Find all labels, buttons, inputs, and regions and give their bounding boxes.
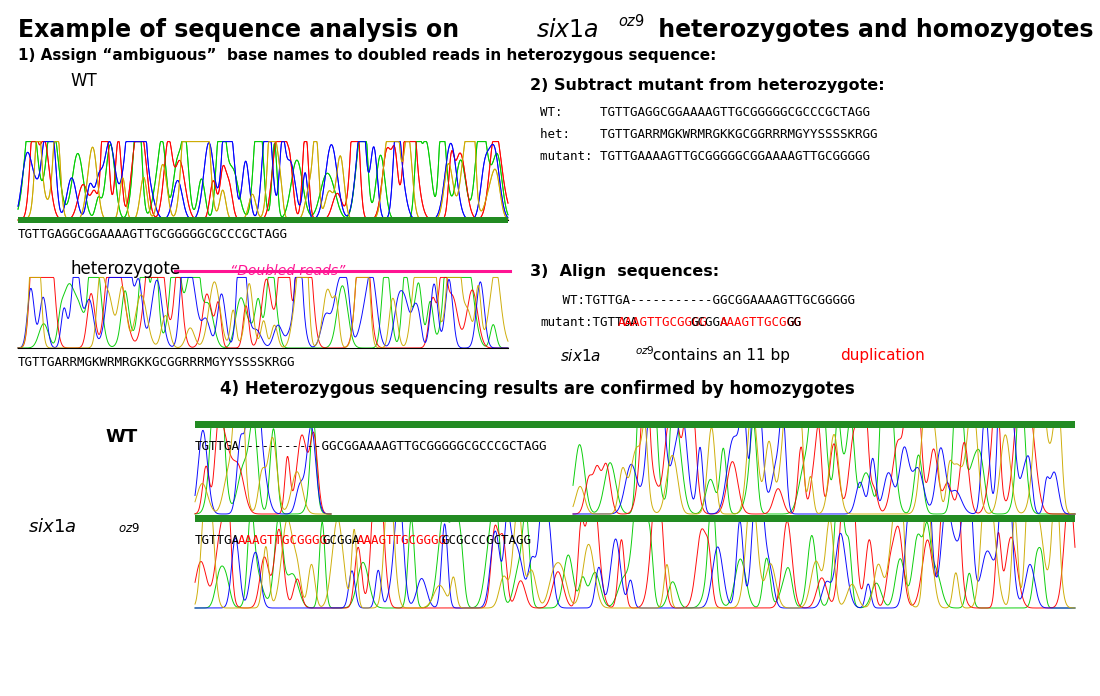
Text: AAAGTTGCGGGG: AAAGTTGCGGGG [358,534,447,547]
Text: WT: WT [104,428,138,446]
Text: 2) Subtract mutant from heterozygote:: 2) Subtract mutant from heterozygote: [530,78,884,93]
Text: $\mathit{six1a}$: $\mathit{six1a}$ [560,348,602,364]
Text: 3)  Align  sequences:: 3) Align sequences: [530,264,719,279]
Bar [195,421,1075,428]
Text: WT:TGTTGA-----------GGCGGAAAAGTTGCGGGGG: WT:TGTTGA-----------GGCGGAAAAGTTGCGGGGG [540,294,855,307]
Text: TGTTGARRMGKWRMRGKKGCGGRRRMGYYSSSSKRGG: TGTTGARRMGKWRMRGKKGCGGRRRMGYYSSSSKRGG [18,356,296,369]
Text: AAAGTTGCGGG: AAAGTTGCGGG [720,316,803,329]
Text: $\mathit{oz9}$: $\mathit{oz9}$ [618,13,645,29]
Text: TGTTGA: TGTTGA [195,534,240,547]
Text: WT: WT [70,72,97,90]
Text: mutant: TGTTGAAAAGTTGCGGGGGCGGAAAAGTTGCGGGGG: mutant: TGTTGAAAAGTTGCGGGGGCGGAAAAGTTGCG… [540,150,870,163]
Text: $\mathit{oz9}$: $\mathit{oz9}$ [635,344,654,356]
Text: GCGGA: GCGGA [690,316,727,329]
Text: GG: GG [786,316,801,329]
Text: heterozygote: heterozygote [70,260,180,278]
Text: AAAGTTGCGGGG: AAAGTTGCGGGG [618,316,708,329]
Text: $\mathbf{\mathit{oz9}}$: $\mathbf{\mathit{oz9}}$ [118,522,140,535]
Text: het:    TGTTGARRMGKWRMRGKKGCGGRRRMGYYSSSSKRGG: het: TGTTGARRMGKWRMRGKKGCGGRRRMGYYSSSSKR… [540,128,878,141]
Text: 4) Heterozygous sequencing results are confirmed by homozygotes: 4) Heterozygous sequencing results are c… [220,380,855,398]
Text: Example of sequence analysis on: Example of sequence analysis on [18,18,468,42]
Bar [18,217,508,223]
Text: contains an 11 bp: contains an 11 bp [648,348,795,363]
Text: mutant:TGTTGA: mutant:TGTTGA [540,316,638,329]
Text: duplication: duplication [840,348,925,363]
Text: TGTTGAGGCGGAAAAGTTGCGGGGGCGCCCGCTAGG: TGTTGAGGCGGAAAAGTTGCGGGGGCGCCCGCTAGG [18,228,288,241]
Text: GCGCCCGCTAGG: GCGCCCGCTAGG [442,534,531,547]
Text: GCGGA: GCGGA [322,534,360,547]
Text: 1) Assign “ambiguous”  base names to doubled reads in heterozygous sequence:: 1) Assign “ambiguous” base names to doub… [18,48,716,63]
Text: “Doubled reads”: “Doubled reads” [230,264,345,278]
Text: AAAGTTGCGGGG: AAAGTTGCGGGG [238,534,328,547]
Text: heterozygotes and homozygotes: heterozygotes and homozygotes [650,18,1093,42]
Text: $\mathbf{\mathit{six1a}}$: $\mathbf{\mathit{six1a}}$ [28,518,76,536]
Text: $\mathit{six1a}$: $\mathit{six1a}$ [536,18,598,42]
Text: TGTTGA-----------GGCGGAAAAGTTGCGGGGGCGCCCGCTAGG: TGTTGA-----------GGCGGAAAAGTTGCGGGGGCGCC… [195,440,548,453]
Bar [195,515,1075,522]
Text: WT:     TGTTGAGGCGGAAAAGTTGCGGGGGCGCCCGCTAGG: WT: TGTTGAGGCGGAAAAGTTGCGGGGGCGCCCGCTAGG [540,106,870,119]
